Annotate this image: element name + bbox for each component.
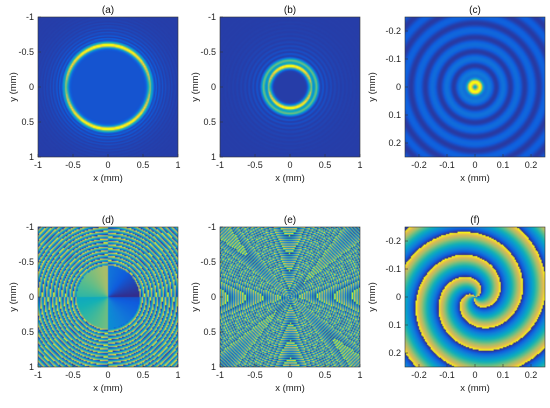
y-tick-label: -0.5 [200,257,216,267]
heatmap-image [220,17,360,157]
y-tick-label: 0 [396,292,401,302]
panel-c: (c) -0.2 -0.1 0 0.1 0.2 -0.2 -0.1 0 0.1 0.2 x (mm) y… [367,5,546,184]
x-tick-label: 0.1 [497,160,510,170]
y-tick-label: -1 [208,222,216,232]
y-tick-label: 0 [211,82,216,92]
y-axis-label: y (mm) [367,282,378,312]
y-tick-label: -0.5 [200,47,216,57]
x-tick-label: 0.1 [497,370,510,380]
y-axis-label: y (mm) [8,282,19,312]
y-tick-label: 0.5 [203,327,216,337]
y-tick-label: 0.1 [388,110,401,120]
x-tick-label: 0 [472,160,477,170]
x-tick-label: 0 [287,370,292,380]
x-tick-label: 0 [472,370,477,380]
y-tick-label: -0.2 [385,26,401,36]
panel-title: (b) [284,5,296,16]
y-tick-label: 0.5 [21,117,34,127]
x-tick-label: 0.5 [319,160,332,170]
y-tick-label: -1 [26,12,34,22]
y-axis-label: y (mm) [8,72,19,102]
heatmap-image [405,227,545,367]
panel-e: (e)-1 -0.5 0 0.5 1-1-0.500.51x (mm)y (mm) [190,215,363,394]
x-tick-label: 0 [105,160,110,170]
panel-f: (f) -0.2 -0.1 0 0.1 0.2 -0.2 -0.1 0 0.1 0.2 x (mm) y… [367,215,546,394]
y-tick-label: 0 [211,292,216,302]
x-tick-label: 1 [175,160,180,170]
x-tick-label: 0.5 [137,370,150,380]
panel-title: (f) [470,215,479,226]
x-tick-label: 0.2 [525,370,538,380]
panel-a: (a)-1 -0.5 0 0.5 1-1-0.500.51x (mm)y (mm) [8,5,181,184]
y-tick-label: 1 [211,152,216,162]
panel-d: (d)-1 -0.5 0 0.5 1-1-0.500.51x (mm)y (mm) [8,215,181,394]
x-tick-label: -1 [216,160,224,170]
x-axis-label: x (mm) [275,383,305,394]
x-tick-label: 0 [287,160,292,170]
y-tick-label: -0.5 [18,47,34,57]
y-tick-label: 1 [211,362,216,372]
x-axis-label: x (mm) [93,383,123,394]
y-tick-label: 0.5 [21,327,34,337]
x-tick-label: -0.2 [411,160,427,170]
y-axis-label: y (mm) [367,72,378,102]
x-axis-label: x (mm) [93,173,123,184]
panel-title: (c) [469,5,481,16]
y-tick-label: 1 [29,152,34,162]
y-tick-label: -0.5 [18,257,34,267]
panel-title: (a) [102,5,114,16]
x-tick-label: -1 [34,160,42,170]
x-tick-label: 1 [175,370,180,380]
x-tick-label: 1 [357,160,362,170]
panel-title: (d) [102,215,114,226]
panel-title: (e) [284,215,296,226]
x-axis-label: x (mm) [460,383,490,394]
x-tick-label: -1 [216,370,224,380]
y-tick-label: 0 [396,82,401,92]
heatmap-image [38,227,178,367]
x-tick-label: -1 [34,370,42,380]
x-tick-label: 1 [357,370,362,380]
x-tick-label: 0 [105,370,110,380]
y-axis-label: y (mm) [190,282,201,312]
x-tick-label: -0.5 [65,370,81,380]
heatmap-image [220,227,360,367]
y-tick-label: -0.2 [385,236,401,246]
x-tick-label: 0.2 [525,160,538,170]
x-tick-label: -0.2 [411,370,427,380]
y-axis-label: y (mm) [190,72,201,102]
x-tick-label: -0.5 [247,370,263,380]
y-tick-label: -1 [208,12,216,22]
heatmap-image [38,17,178,157]
y-tick-label: 0.2 [388,348,401,358]
y-tick-label: -1 [26,222,34,232]
x-tick-label: -0.5 [247,160,263,170]
x-tick-label: 0.5 [319,370,332,380]
panel-b: (b)-1 -0.5 0 0.5 1-1-0.500.51x (mm)y (mm) [190,5,363,184]
x-tick-label: -0.5 [65,160,81,170]
y-tick-label: -0.1 [385,54,401,64]
x-tick-label: -0.1 [439,370,455,380]
y-tick-label: -0.1 [385,264,401,274]
x-tick-label: -0.1 [439,160,455,170]
x-axis-label: x (mm) [275,173,305,184]
x-axis-label: x (mm) [460,173,490,184]
y-tick-label: 0.1 [388,320,401,330]
y-tick-label: 0 [29,292,34,302]
heatmap-image [405,17,545,157]
x-tick-label: 0.5 [137,160,150,170]
y-tick-label: 1 [29,362,34,372]
y-tick-label: 0.5 [203,117,216,127]
y-tick-label: 0 [29,82,34,92]
y-tick-label: 0.2 [388,138,401,148]
